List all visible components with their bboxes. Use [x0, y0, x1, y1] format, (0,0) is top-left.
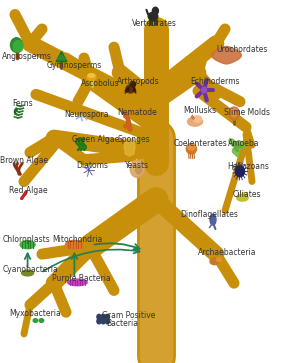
- Polygon shape: [124, 139, 135, 156]
- Circle shape: [97, 314, 101, 319]
- Text: Cyanobacteria: Cyanobacteria: [3, 265, 59, 274]
- Circle shape: [101, 319, 105, 324]
- Ellipse shape: [39, 319, 44, 322]
- Ellipse shape: [217, 257, 221, 262]
- Text: Brown Algae: Brown Algae: [0, 156, 48, 165]
- Text: Gram Positive: Gram Positive: [102, 311, 155, 320]
- Ellipse shape: [22, 270, 34, 276]
- Text: Bacteria: Bacteria: [106, 319, 139, 327]
- Text: Ferns: Ferns: [12, 99, 33, 108]
- Text: Purple Bacteria: Purple Bacteria: [52, 274, 111, 283]
- Circle shape: [130, 160, 145, 178]
- Text: Diatoms: Diatoms: [76, 162, 109, 170]
- Ellipse shape: [130, 81, 136, 87]
- Circle shape: [236, 166, 244, 177]
- Text: Myxobacteria: Myxobacteria: [9, 310, 61, 318]
- Text: Ciliates: Ciliates: [232, 190, 261, 199]
- Text: Angiosperms: Angiosperms: [2, 52, 51, 61]
- Text: Nematode: Nematode: [117, 108, 157, 117]
- Ellipse shape: [210, 214, 216, 225]
- Text: Vertebrates: Vertebrates: [132, 19, 177, 28]
- Circle shape: [101, 314, 105, 319]
- Text: Red Algae: Red Algae: [9, 186, 48, 195]
- Text: Slime Molds: Slime Molds: [224, 108, 269, 117]
- Circle shape: [152, 7, 158, 15]
- Polygon shape: [124, 139, 135, 156]
- Polygon shape: [229, 139, 246, 157]
- Polygon shape: [56, 52, 67, 62]
- Text: Neurospora: Neurospora: [64, 110, 109, 119]
- Ellipse shape: [188, 143, 195, 150]
- Ellipse shape: [87, 74, 96, 80]
- Text: Sponges: Sponges: [117, 135, 150, 144]
- Circle shape: [13, 41, 23, 52]
- Polygon shape: [57, 54, 66, 60]
- Text: Chloroplasts: Chloroplasts: [3, 235, 51, 244]
- Text: Arthropods: Arthropods: [117, 77, 160, 86]
- Text: Mitochondria: Mitochondria: [52, 235, 103, 244]
- Polygon shape: [233, 143, 241, 152]
- Circle shape: [202, 87, 206, 93]
- Circle shape: [229, 107, 239, 120]
- Text: Urochordates: Urochordates: [216, 45, 267, 53]
- Text: Ascobolus: Ascobolus: [81, 79, 120, 88]
- Circle shape: [97, 319, 101, 324]
- Text: Dinoflagellates: Dinoflagellates: [180, 211, 238, 219]
- Ellipse shape: [193, 116, 202, 122]
- Ellipse shape: [68, 279, 87, 286]
- Ellipse shape: [188, 117, 202, 126]
- Ellipse shape: [65, 240, 83, 249]
- Text: Amoeba: Amoeba: [228, 139, 260, 148]
- Text: Yeasts: Yeasts: [124, 161, 148, 170]
- Text: Gymnosperms: Gymnosperms: [46, 61, 102, 70]
- Ellipse shape: [237, 195, 248, 201]
- Ellipse shape: [210, 258, 219, 265]
- Text: Green Algae: Green Algae: [72, 135, 119, 144]
- Ellipse shape: [88, 74, 95, 77]
- Ellipse shape: [186, 144, 197, 154]
- Text: Coelenterates: Coelenterates: [174, 139, 228, 148]
- Circle shape: [131, 162, 143, 176]
- Ellipse shape: [148, 12, 158, 20]
- Circle shape: [230, 108, 238, 117]
- Circle shape: [11, 38, 22, 52]
- Circle shape: [105, 319, 110, 324]
- Text: Archaebacteria: Archaebacteria: [198, 248, 256, 257]
- Ellipse shape: [33, 319, 38, 322]
- Text: Mollusks: Mollusks: [183, 106, 216, 115]
- Circle shape: [105, 314, 110, 319]
- Text: Heliozoans: Heliozoans: [227, 163, 269, 171]
- Polygon shape: [212, 46, 241, 64]
- Ellipse shape: [126, 85, 135, 93]
- Circle shape: [136, 167, 142, 174]
- Ellipse shape: [20, 241, 35, 249]
- Text: Echinoderms: Echinoderms: [190, 77, 240, 86]
- Polygon shape: [214, 48, 239, 62]
